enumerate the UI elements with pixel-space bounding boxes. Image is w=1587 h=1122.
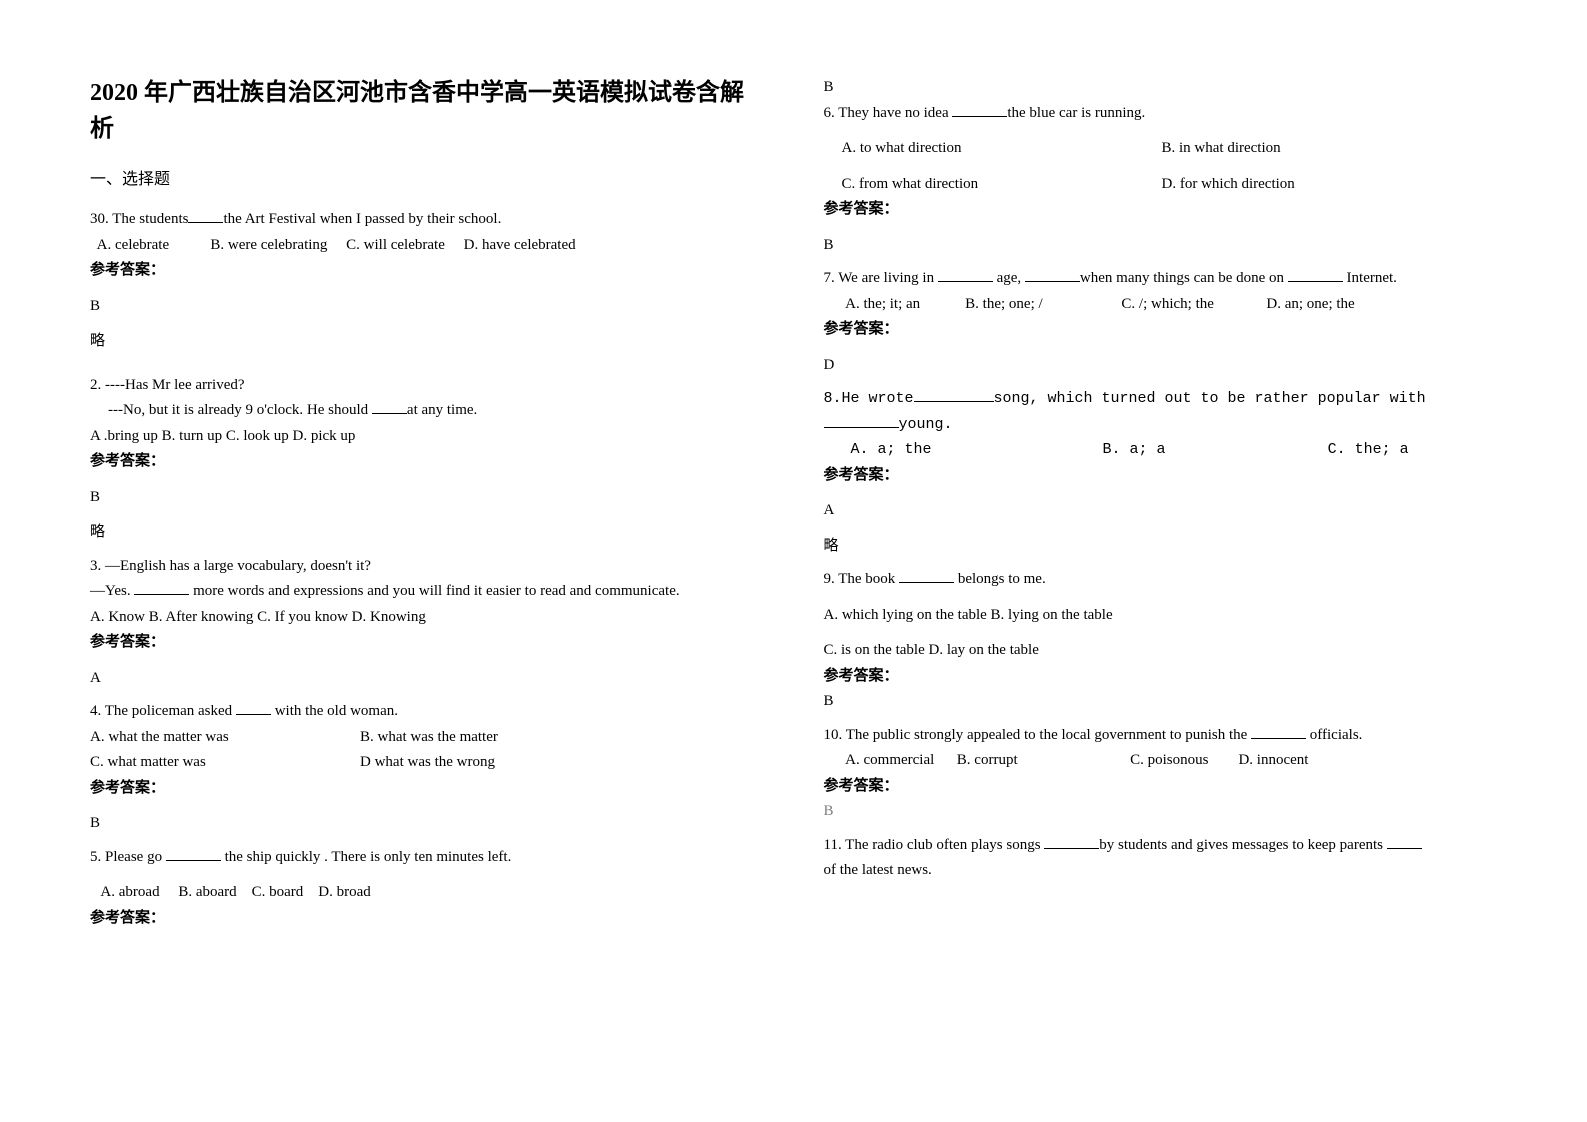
q3-line2: —Yes. more words and expressions and you… — [90, 579, 764, 605]
answer-label: 参考答案： — [824, 664, 1498, 690]
question-11: 11. The radio club often plays songs by … — [824, 833, 1498, 884]
answer-label: 参考答案： — [90, 776, 764, 802]
page: 2020 年广西壮族自治区河池市含香中学高一英语模拟试卷含解析 一、选择题 30… — [0, 0, 1587, 979]
question-3: 3. —English has a large vocabulary, does… — [90, 554, 764, 692]
q8-options: A. a; the B. a; a C. the; a D. the; the — [824, 437, 1498, 463]
q3-options: A. Know B. After knowing C. If you know … — [90, 605, 764, 631]
blank — [1288, 267, 1343, 282]
left-column: 2020 年广西壮族自治区河池市含香中学高一英语模拟试卷含解析 一、选择题 30… — [90, 75, 764, 939]
question-8: 8.He wrotesong, which turned out to be r… — [824, 386, 1498, 559]
question-9: 9. The book belongs to me. A. which lyin… — [824, 567, 1498, 715]
blank — [952, 102, 1007, 117]
blank — [188, 208, 223, 223]
q7-line1: 7. We are living in age, when many thing… — [824, 266, 1498, 292]
blank — [914, 387, 994, 402]
q9-opts2: C. is on the table D. lay on the table — [824, 638, 1498, 664]
answer-label: 参考答案： — [824, 317, 1498, 343]
q3-answer: A — [90, 666, 764, 692]
q4-line1: 4. The policeman asked with the old woma… — [90, 699, 764, 725]
blank — [899, 568, 954, 583]
blank — [236, 700, 271, 715]
q3-line1: 3. —English has a large vocabulary, does… — [90, 554, 764, 580]
question-2: 2. ----Has Mr lee arrived? ---No, but it… — [90, 373, 764, 546]
q11-line2: of the latest news. — [824, 858, 1498, 884]
blank — [938, 267, 993, 282]
blank — [372, 399, 407, 414]
q4-row2: C. what matter wasD what was the wrong — [90, 750, 764, 776]
q5-answer: B — [824, 75, 1498, 101]
q8-note: 略 — [824, 534, 1498, 560]
q6-row2: C. from what directionD. for which direc… — [824, 172, 1498, 198]
q30-answer: B — [90, 294, 764, 320]
blank — [134, 580, 189, 595]
q7-answer: D — [824, 353, 1498, 379]
q5-line1: 5. Please go the ship quickly . There is… — [90, 845, 764, 871]
blank — [824, 413, 899, 428]
answer-label: 参考答案： — [90, 906, 764, 932]
blank — [1044, 834, 1099, 849]
blank — [1025, 267, 1080, 282]
blank — [166, 846, 221, 861]
answer-label: 参考答案： — [824, 463, 1498, 489]
q9-answer: B — [824, 689, 1498, 715]
q10-options: A. commercial B. corrupt C. poisonous D.… — [824, 748, 1498, 774]
question-7: 7. We are living in age, when many thing… — [824, 266, 1498, 378]
q8-line1: 8.He wrotesong, which turned out to be r… — [824, 386, 1498, 437]
q11-line1: 11. The radio club often plays songs by … — [824, 833, 1498, 859]
q9-line1: 9. The book belongs to me. — [824, 567, 1498, 593]
q2-options: A .bring up B. turn up C. look up D. pic… — [90, 424, 764, 450]
answer-label: 参考答案： — [90, 258, 764, 284]
q2-answer: B — [90, 485, 764, 511]
q10-answer: B — [824, 799, 1498, 825]
question-10: 10. The public strongly appealed to the … — [824, 723, 1498, 825]
section-header: 一、选择题 — [90, 165, 764, 189]
q6-answer: B — [824, 233, 1498, 259]
q4-row1: A. what the matter wasB. what was the ma… — [90, 725, 764, 751]
answer-label: 参考答案： — [90, 449, 764, 475]
doc-title: 2020 年广西壮族自治区河池市含香中学高一英语模拟试卷含解析 — [90, 75, 764, 147]
answer-label: 参考答案： — [90, 630, 764, 656]
q30-text: 30. The studentsthe Art Festival when I … — [90, 207, 764, 233]
q2-line1: 2. ----Has Mr lee arrived? — [90, 373, 764, 399]
q7-options: A. the; it; an B. the; one; / C. /; whic… — [824, 292, 1498, 318]
right-column: B 6. They have no idea the blue car is r… — [824, 75, 1498, 939]
blank — [1251, 724, 1306, 739]
question-6: 6. They have no idea the blue car is run… — [824, 101, 1498, 259]
blank — [1387, 834, 1422, 849]
q6-line1: 6. They have no idea the blue car is run… — [824, 101, 1498, 127]
q30-options: A. celebrate B. were celebrating C. will… — [90, 233, 764, 259]
question-4: 4. The policeman asked with the old woma… — [90, 699, 764, 837]
q6-row1: A. to what directionB. in what direction — [824, 136, 1498, 162]
q2-note: 略 — [90, 520, 764, 546]
answer-label: 参考答案： — [824, 774, 1498, 800]
q4-answer: B — [90, 811, 764, 837]
q10-line1: 10. The public strongly appealed to the … — [824, 723, 1498, 749]
q9-opts1: A. which lying on the table B. lying on … — [824, 603, 1498, 629]
q2-line2: ---No, but it is already 9 o'clock. He s… — [90, 398, 764, 424]
q8-answer: A — [824, 498, 1498, 524]
answer-label: 参考答案： — [824, 197, 1498, 223]
question-30: 30. The studentsthe Art Festival when I … — [90, 207, 764, 355]
q5-options: A. abroad B. aboard C. board D. broad — [90, 880, 764, 906]
q30-note: 略 — [90, 329, 764, 355]
question-5: 5. Please go the ship quickly . There is… — [90, 845, 764, 932]
